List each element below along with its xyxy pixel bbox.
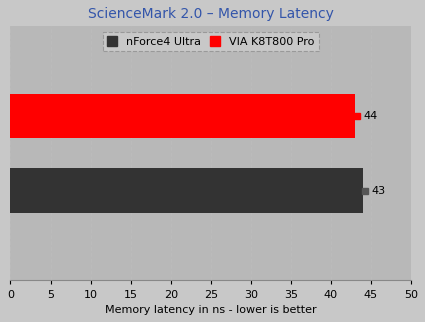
Title: ScienceMark 2.0 – Memory Latency: ScienceMark 2.0 – Memory Latency (88, 7, 334, 21)
Text: 43: 43 (371, 186, 385, 196)
X-axis label: Memory latency in ns - lower is better: Memory latency in ns - lower is better (105, 305, 317, 315)
Bar (11, 168, 363, 213)
Text: 44: 44 (363, 111, 377, 121)
Bar (11, 94, 355, 138)
Legend: nForce4 Ultra, VIA K8T800 Pro: nForce4 Ultra, VIA K8T800 Pro (103, 32, 319, 51)
